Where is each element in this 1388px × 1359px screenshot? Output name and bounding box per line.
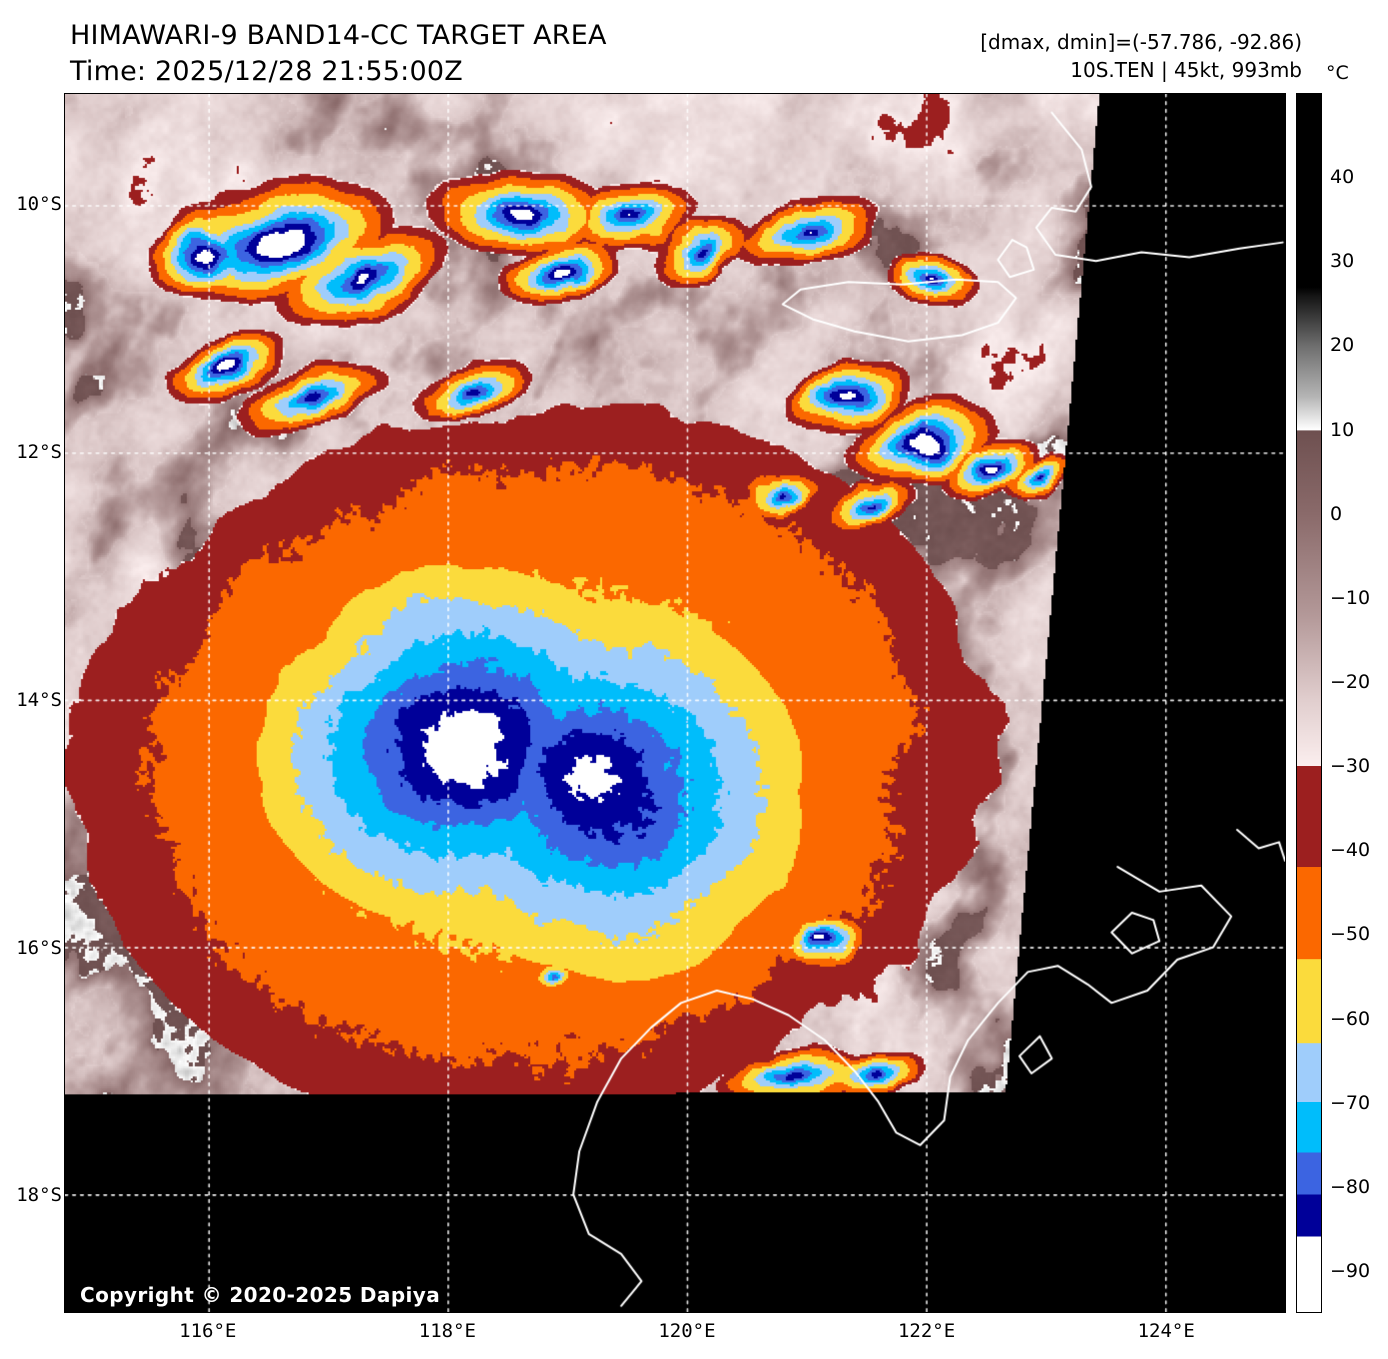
lon-tick-label: 116°E bbox=[179, 1320, 237, 1342]
metadata-block: [dmax, dmin]=(-57.786, -92.86) 10S.TEN |… bbox=[980, 28, 1302, 84]
colorbar-tick-label: −70 bbox=[1330, 1091, 1371, 1114]
colorbar-tick-label: 0 bbox=[1330, 502, 1343, 525]
storm-info-label: 10S.TEN | 45kt, 993mb bbox=[1070, 58, 1302, 82]
lon-tick-label: 124°E bbox=[1137, 1320, 1195, 1342]
colorbar-tick-label: −50 bbox=[1330, 923, 1371, 946]
colorbar-tick-label: −80 bbox=[1330, 1175, 1371, 1198]
lat-tick-label: 16°S bbox=[16, 936, 62, 959]
colorbar-tick-label: −40 bbox=[1330, 839, 1371, 862]
lat-tick-label: 14°S bbox=[16, 688, 62, 711]
lat-tick-label: 10°S bbox=[16, 193, 62, 216]
lat-tick-label: 12°S bbox=[16, 441, 62, 464]
colorbar-tick-label: −20 bbox=[1330, 670, 1371, 693]
dmax-dmin-label: [dmax, dmin]=(-57.786, -92.86) bbox=[980, 30, 1302, 54]
colorbar-tick-label: 40 bbox=[1330, 166, 1355, 189]
title-line-1: HIMAWARI-9 BAND14-CC TARGET AREA bbox=[70, 20, 607, 51]
lon-tick-label: 122°E bbox=[897, 1320, 956, 1342]
temperature-colorbar bbox=[1296, 93, 1322, 1313]
copyright-label: Copyright © 2020-2025 Dapiya bbox=[80, 1283, 441, 1307]
lon-tick-label: 118°E bbox=[418, 1320, 476, 1342]
colorbar-tick-label: 20 bbox=[1330, 334, 1355, 357]
colorbar-gradient bbox=[1297, 94, 1321, 1312]
colorbar-tick-label: 10 bbox=[1330, 418, 1355, 441]
colorbar-unit-label: °C bbox=[1326, 62, 1349, 84]
satellite-imagery-canvas bbox=[65, 94, 1285, 1312]
colorbar-tick-label: −30 bbox=[1330, 755, 1371, 778]
colorbar-tick-label: −60 bbox=[1330, 1007, 1371, 1030]
colorbar-tick-label: 30 bbox=[1330, 250, 1355, 273]
lat-tick-label: 18°S bbox=[16, 1184, 62, 1207]
title-line-2: Time: 2025/12/28 21:55:00Z bbox=[70, 56, 463, 87]
lon-tick-label: 120°E bbox=[658, 1320, 716, 1342]
colorbar-tick-label: −10 bbox=[1330, 586, 1371, 609]
satellite-image-plot bbox=[64, 93, 1286, 1313]
page-title: HIMAWARI-9 BAND14-CC TARGET AREA Time: 2… bbox=[70, 18, 607, 90]
colorbar-tick-label: −90 bbox=[1330, 1259, 1371, 1282]
